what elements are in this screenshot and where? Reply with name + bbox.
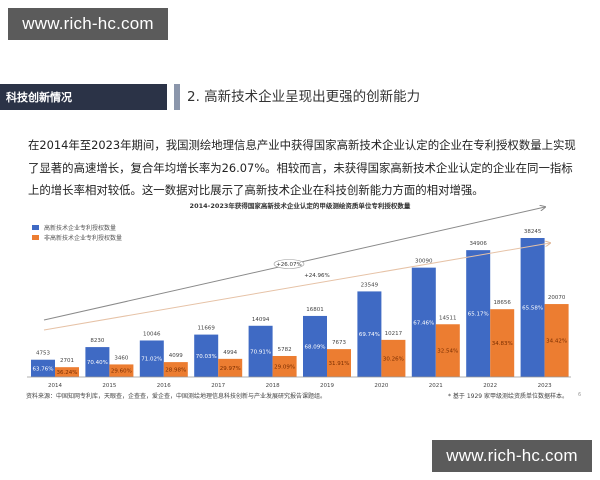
- svg-text:68.09%: 68.09%: [305, 344, 326, 350]
- svg-text:5782: 5782: [278, 347, 292, 353]
- svg-text:2015: 2015: [102, 383, 116, 389]
- svg-text:38245: 38245: [524, 229, 542, 235]
- svg-text:63.76%: 63.76%: [33, 366, 54, 372]
- svg-text:70.40%: 70.40%: [87, 360, 108, 366]
- bar-high-tech: [139, 340, 164, 377]
- legend-label-high-tech: 高新技术企业专利授权数量: [44, 224, 117, 232]
- legend-swatch-non-high-tech: [32, 234, 39, 240]
- bar-high-tech: [31, 359, 55, 377]
- svg-text:31.91%: 31.91%: [329, 361, 350, 367]
- bar-non-high-tech: [381, 339, 406, 377]
- svg-text:2021: 2021: [429, 383, 443, 389]
- svg-text:4994: 4994: [223, 350, 237, 356]
- bar-high-tech: [357, 291, 382, 377]
- svg-text:65.58%: 65.58%: [522, 306, 543, 312]
- bar-high-tech: [303, 315, 327, 377]
- svg-text:32.54%: 32.54%: [437, 349, 458, 355]
- source-note: 资料来源：中国知网专利库，天眼查，企查查，爱企查，中国测绘地理信息科技创新与产业…: [26, 393, 327, 400]
- svg-text:30090: 30090: [415, 259, 433, 265]
- legend-item-non-high-tech: 非高新技术企业专利授权数量: [32, 232, 122, 242]
- legend-swatch-high-tech: [32, 224, 39, 230]
- chart-legend: 高新技术企业专利授权数量 非高新技术企业专利授权数量: [32, 222, 122, 242]
- bar-non-high-tech: [163, 362, 188, 377]
- svg-text:69.74%: 69.74%: [359, 332, 380, 338]
- svg-text:29.09%: 29.09%: [274, 364, 295, 370]
- svg-text:3460: 3460: [114, 355, 128, 361]
- bar-high-tech: [85, 347, 110, 377]
- bar-non-high-tech: [55, 367, 79, 377]
- svg-text:36.24%: 36.24%: [57, 370, 78, 376]
- svg-text:+24.96%: +24.96%: [304, 273, 330, 279]
- svg-text:29.97%: 29.97%: [220, 366, 241, 372]
- legend-item-high-tech: 高新技术企业专利授权数量: [32, 222, 122, 232]
- svg-text:16801: 16801: [306, 307, 324, 313]
- svg-text:2018: 2018: [266, 383, 280, 389]
- svg-text:2023: 2023: [538, 383, 552, 389]
- bar-non-high-tech: [435, 324, 460, 377]
- svg-text:28.98%: 28.98%: [165, 368, 186, 374]
- svg-text:71.02%: 71.02%: [141, 357, 162, 363]
- bar-non-high-tech: [327, 349, 351, 377]
- svg-text:2014: 2014: [48, 383, 62, 389]
- sample-footnote: * 基于 1929 家甲级测绘资质单位数据样本。: [448, 393, 568, 400]
- page-number: 6: [578, 392, 582, 398]
- bar-non-high-tech: [544, 304, 569, 377]
- svg-text:30.26%: 30.26%: [383, 356, 404, 362]
- svg-text:2017: 2017: [211, 383, 225, 389]
- watermark-top: www.rich-hc.com: [8, 8, 168, 40]
- watermark-bottom: www.rich-hc.com: [432, 440, 592, 472]
- bar-high-tech: [248, 325, 273, 377]
- svg-text:29.60%: 29.60%: [111, 369, 132, 375]
- bar-high-tech: [466, 250, 491, 377]
- svg-text:14094: 14094: [252, 317, 270, 323]
- accent-bar: [174, 84, 180, 110]
- svg-text:2019: 2019: [320, 383, 334, 389]
- svg-text:4099: 4099: [169, 353, 183, 359]
- legend-label-non-high-tech: 非高新技术企业专利授权数量: [44, 234, 123, 242]
- svg-text:20070: 20070: [548, 295, 566, 301]
- svg-text:14511: 14511: [439, 315, 457, 321]
- chart-title: 2014-2023年获得国家高新技术企业认定的甲级测绘资质单位专利授权数量: [189, 202, 411, 210]
- svg-text:34906: 34906: [469, 241, 487, 247]
- bar-high-tech: [520, 238, 545, 377]
- svg-text:10046: 10046: [143, 331, 161, 337]
- svg-text:2701: 2701: [60, 358, 74, 364]
- svg-text:18656: 18656: [493, 300, 511, 306]
- bar-high-tech: [411, 267, 436, 377]
- bar-non-high-tech: [218, 358, 243, 377]
- section-title: 2. 高新技术企业呈现出更强的创新能力: [187, 89, 421, 105]
- svg-text:2022: 2022: [483, 383, 497, 389]
- svg-text:+26.07%: +26.07%: [276, 262, 302, 268]
- svg-text:2020: 2020: [374, 383, 388, 389]
- svg-text:34.83%: 34.83%: [492, 341, 513, 347]
- svg-text:70.03%: 70.03%: [196, 354, 217, 360]
- bar-high-tech: [194, 334, 219, 377]
- bar-non-high-tech: [109, 364, 134, 377]
- section-label-text: 科技创新情况: [6, 91, 72, 104]
- svg-text:8230: 8230: [90, 338, 104, 344]
- svg-text:11669: 11669: [197, 326, 215, 332]
- svg-text:67.46%: 67.46%: [413, 320, 434, 326]
- svg-text:70.91%: 70.91%: [250, 349, 271, 355]
- bar-non-high-tech: [490, 309, 515, 377]
- svg-text:2016: 2016: [157, 383, 171, 389]
- svg-text:23549: 23549: [361, 282, 379, 288]
- svg-text:34.42%: 34.42%: [546, 339, 567, 345]
- bar-non-high-tech: [272, 355, 297, 377]
- svg-text:10217: 10217: [385, 331, 403, 337]
- body-paragraph: 在2014年至2023年期间，我国测绘地理信息产业中获得国家高新技术企业认定的企…: [28, 138, 576, 197]
- svg-text:65.17%: 65.17%: [468, 312, 489, 318]
- svg-text:4753: 4753: [36, 351, 50, 357]
- svg-text:7673: 7673: [332, 340, 346, 346]
- section-label: 科技创新情况: [0, 84, 167, 110]
